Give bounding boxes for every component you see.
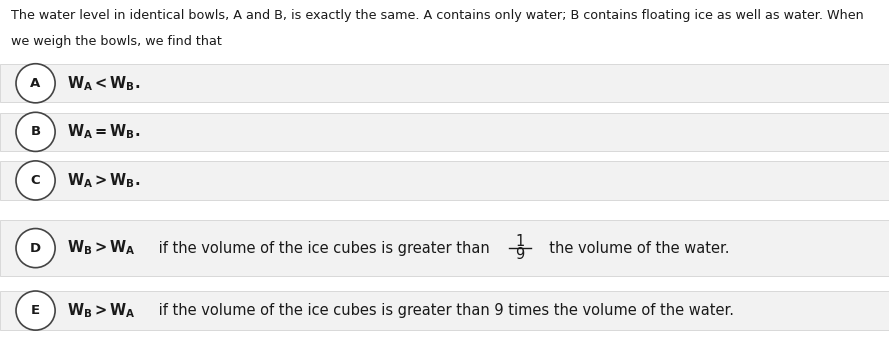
Ellipse shape: [16, 161, 55, 200]
Text: $\mathbf{W_A = W_B.}$: $\mathbf{W_A = W_B.}$: [67, 122, 140, 141]
Text: if the volume of the ice cubes is greater than 9 times the volume of the water.: if the volume of the ice cubes is greate…: [154, 303, 733, 318]
FancyBboxPatch shape: [0, 220, 889, 276]
Text: C: C: [31, 174, 40, 187]
Text: we weigh the bowls, we find that: we weigh the bowls, we find that: [11, 35, 221, 48]
Ellipse shape: [16, 291, 55, 330]
Text: $\mathbf{W_B > W_A}$: $\mathbf{W_B > W_A}$: [67, 301, 135, 320]
Text: $\mathbf{W_B > W_A}$: $\mathbf{W_B > W_A}$: [67, 239, 135, 257]
Text: $\mathbf{W_A < W_B.}$: $\mathbf{W_A < W_B.}$: [67, 74, 140, 93]
Text: $\mathbf{W_A > W_B.}$: $\mathbf{W_A > W_B.}$: [67, 171, 140, 190]
FancyBboxPatch shape: [0, 64, 889, 102]
Text: 9: 9: [516, 247, 525, 262]
Text: D: D: [30, 242, 41, 255]
Ellipse shape: [16, 64, 55, 103]
Text: The water level in identical bowls, A and B, is exactly the same. A contains onl: The water level in identical bowls, A an…: [11, 9, 863, 22]
FancyBboxPatch shape: [0, 161, 889, 200]
Text: E: E: [31, 304, 40, 317]
FancyBboxPatch shape: [0, 113, 889, 151]
Text: 1: 1: [516, 234, 525, 249]
FancyBboxPatch shape: [0, 291, 889, 330]
Ellipse shape: [16, 112, 55, 151]
Text: if the volume of the ice cubes is greater than: if the volume of the ice cubes is greate…: [154, 240, 490, 256]
Text: the volume of the water.: the volume of the water.: [540, 240, 729, 256]
Text: B: B: [30, 125, 41, 138]
Ellipse shape: [16, 229, 55, 268]
Text: A: A: [30, 77, 41, 90]
